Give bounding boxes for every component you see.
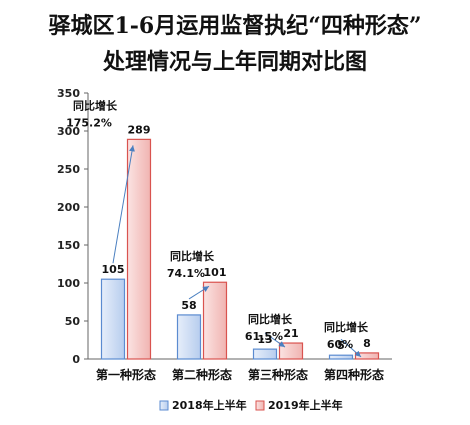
data-label: 289: [128, 123, 151, 136]
bar-series-2019: [354, 352, 380, 360]
y-tick-label: 250: [57, 163, 80, 176]
growth-arrow: [188, 285, 210, 300]
bars: [100, 138, 380, 360]
bar-series-2018: [252, 348, 278, 360]
annotations: 同比增长 175.2% 同比增长 74.1% 同比增长 61.5% 同比增长 60%: [66, 98, 369, 358]
growth-value: 61.5%: [245, 330, 283, 343]
y-tick-label: 0: [72, 353, 80, 366]
growth-value: 60%: [327, 338, 353, 351]
growth-arrow: [112, 145, 135, 264]
bar-series-2018: [328, 354, 354, 360]
data-label: 105: [102, 263, 125, 276]
x-category-label: 第三种形态: [248, 367, 308, 382]
bar-series-2019: [278, 342, 304, 360]
legend-entry: 2018年上半年: [172, 398, 247, 412]
data-label: 101: [204, 266, 227, 279]
legend-swatch: [255, 400, 265, 411]
legend-swatch: [159, 400, 169, 411]
x-category-label: 第二种形态: [172, 367, 232, 382]
growth-value: 175.2%: [66, 116, 112, 129]
y-tick-label: 300: [57, 125, 80, 138]
x-category-label: 第四种形态: [324, 367, 384, 382]
y-tick-label: 50: [65, 315, 81, 328]
y-tick-label: 200: [57, 201, 80, 214]
chart-title-line-1: 驿城区1-6月运用监督执纪“四种形态”: [48, 13, 422, 39]
y-tick-label: 100: [57, 277, 80, 290]
x-category-label: 第一种形态: [96, 367, 156, 382]
data-label: 58: [181, 299, 196, 312]
legend-entry: 2019年上半年: [268, 398, 343, 412]
data-label: 21: [283, 327, 298, 340]
growth-arrow: [340, 338, 362, 358]
data-label: 5: [337, 339, 345, 352]
bar-series-2019: [202, 281, 228, 360]
growth-label: 同比增长: [170, 249, 215, 263]
bar-series-2018: [100, 278, 126, 360]
growth-label: 同比增长: [248, 312, 293, 326]
legend: 2018年上半年 2019年上半年: [159, 398, 343, 412]
y-tick-label: 150: [57, 239, 80, 252]
chart-title-line-2: 处理情况与上年同期对比图: [102, 49, 367, 75]
data-label: 8: [363, 337, 371, 350]
growth-label: 同比增长: [73, 98, 118, 112]
y-tick-label: 350: [57, 87, 80, 100]
bar-series-2019: [126, 138, 152, 360]
growth-arrow: [264, 332, 286, 348]
growth-label: 同比增长: [324, 320, 369, 334]
bar-series-2018: [176, 314, 202, 360]
growth-value: 74.1%: [167, 267, 205, 280]
axes: 0 50 100 150 200 250 300 350 第一种形态 第二种形态 第三种形态 第四种形…: [57, 87, 392, 382]
